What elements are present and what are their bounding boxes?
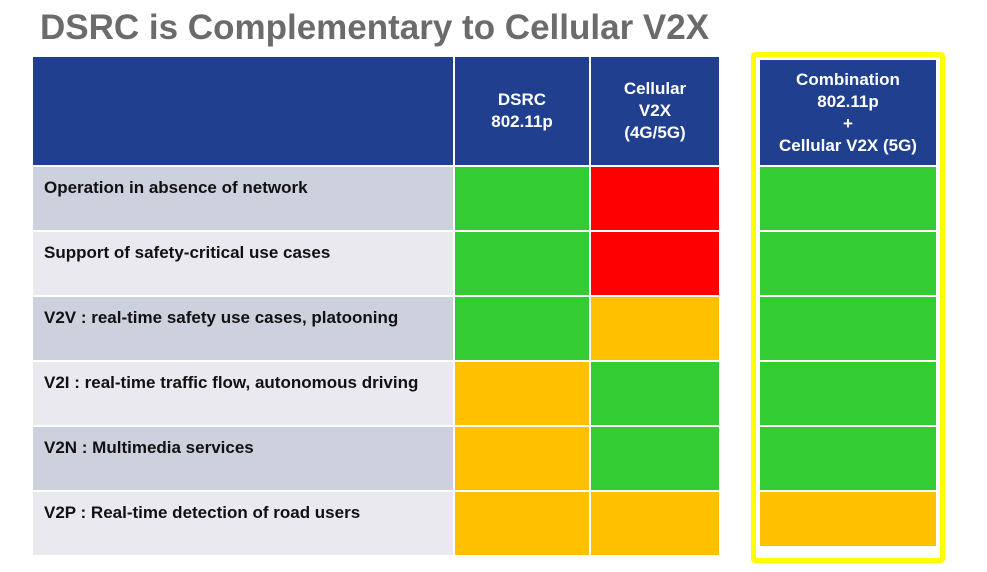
row-label: Support of safety-critical use cases (33, 232, 453, 295)
status-cell (455, 167, 589, 230)
combination-cell (760, 297, 936, 360)
row-label: Operation in absence of network (33, 167, 453, 230)
status-cell (455, 297, 589, 360)
combination-cell (760, 362, 936, 425)
header-line: (4G/5G) (624, 123, 686, 142)
row-label: V2I : real-time traffic flow, autonomous… (33, 362, 453, 425)
status-cell (455, 492, 589, 555)
status-cell (455, 232, 589, 295)
header-line: 802.11p (817, 91, 879, 111)
column-header: Cellular V2X (4G/5G) (591, 57, 719, 165)
slide-title: DSRC is Complementary to Cellular V2X (40, 8, 710, 47)
header-line: + (843, 113, 853, 133)
combination-cell (760, 232, 936, 295)
status-cell (591, 362, 719, 425)
row-label: V2N : Multimedia services (33, 427, 453, 490)
header-line: Cellular V2X (5G) (779, 135, 917, 155)
status-cell (455, 362, 589, 425)
header-line: V2X (638, 101, 672, 120)
header-blank (33, 57, 453, 165)
combination-cell (760, 492, 936, 546)
status-cell (591, 167, 719, 230)
header-line: Combination (796, 69, 900, 89)
combination-header: Combination 802.11p + Cellular V2X (5G) (760, 60, 936, 165)
header-line: Cellular (623, 79, 687, 98)
header-line: DSRC (497, 90, 547, 109)
status-cell (591, 492, 719, 555)
status-cell (591, 232, 719, 295)
status-cell (455, 427, 589, 490)
row-label: V2P : Real-time detection of road users (33, 492, 453, 555)
status-cell (591, 297, 719, 360)
column-header: DSRC 802.11p (455, 57, 589, 165)
highlight-frame (751, 52, 945, 563)
row-label: V2V : real-time safety use cases, platoo… (33, 297, 453, 360)
combination-cell (760, 427, 936, 490)
combination-cell (760, 167, 936, 230)
header-line: 802.11p (491, 112, 553, 131)
status-cell (591, 427, 719, 490)
